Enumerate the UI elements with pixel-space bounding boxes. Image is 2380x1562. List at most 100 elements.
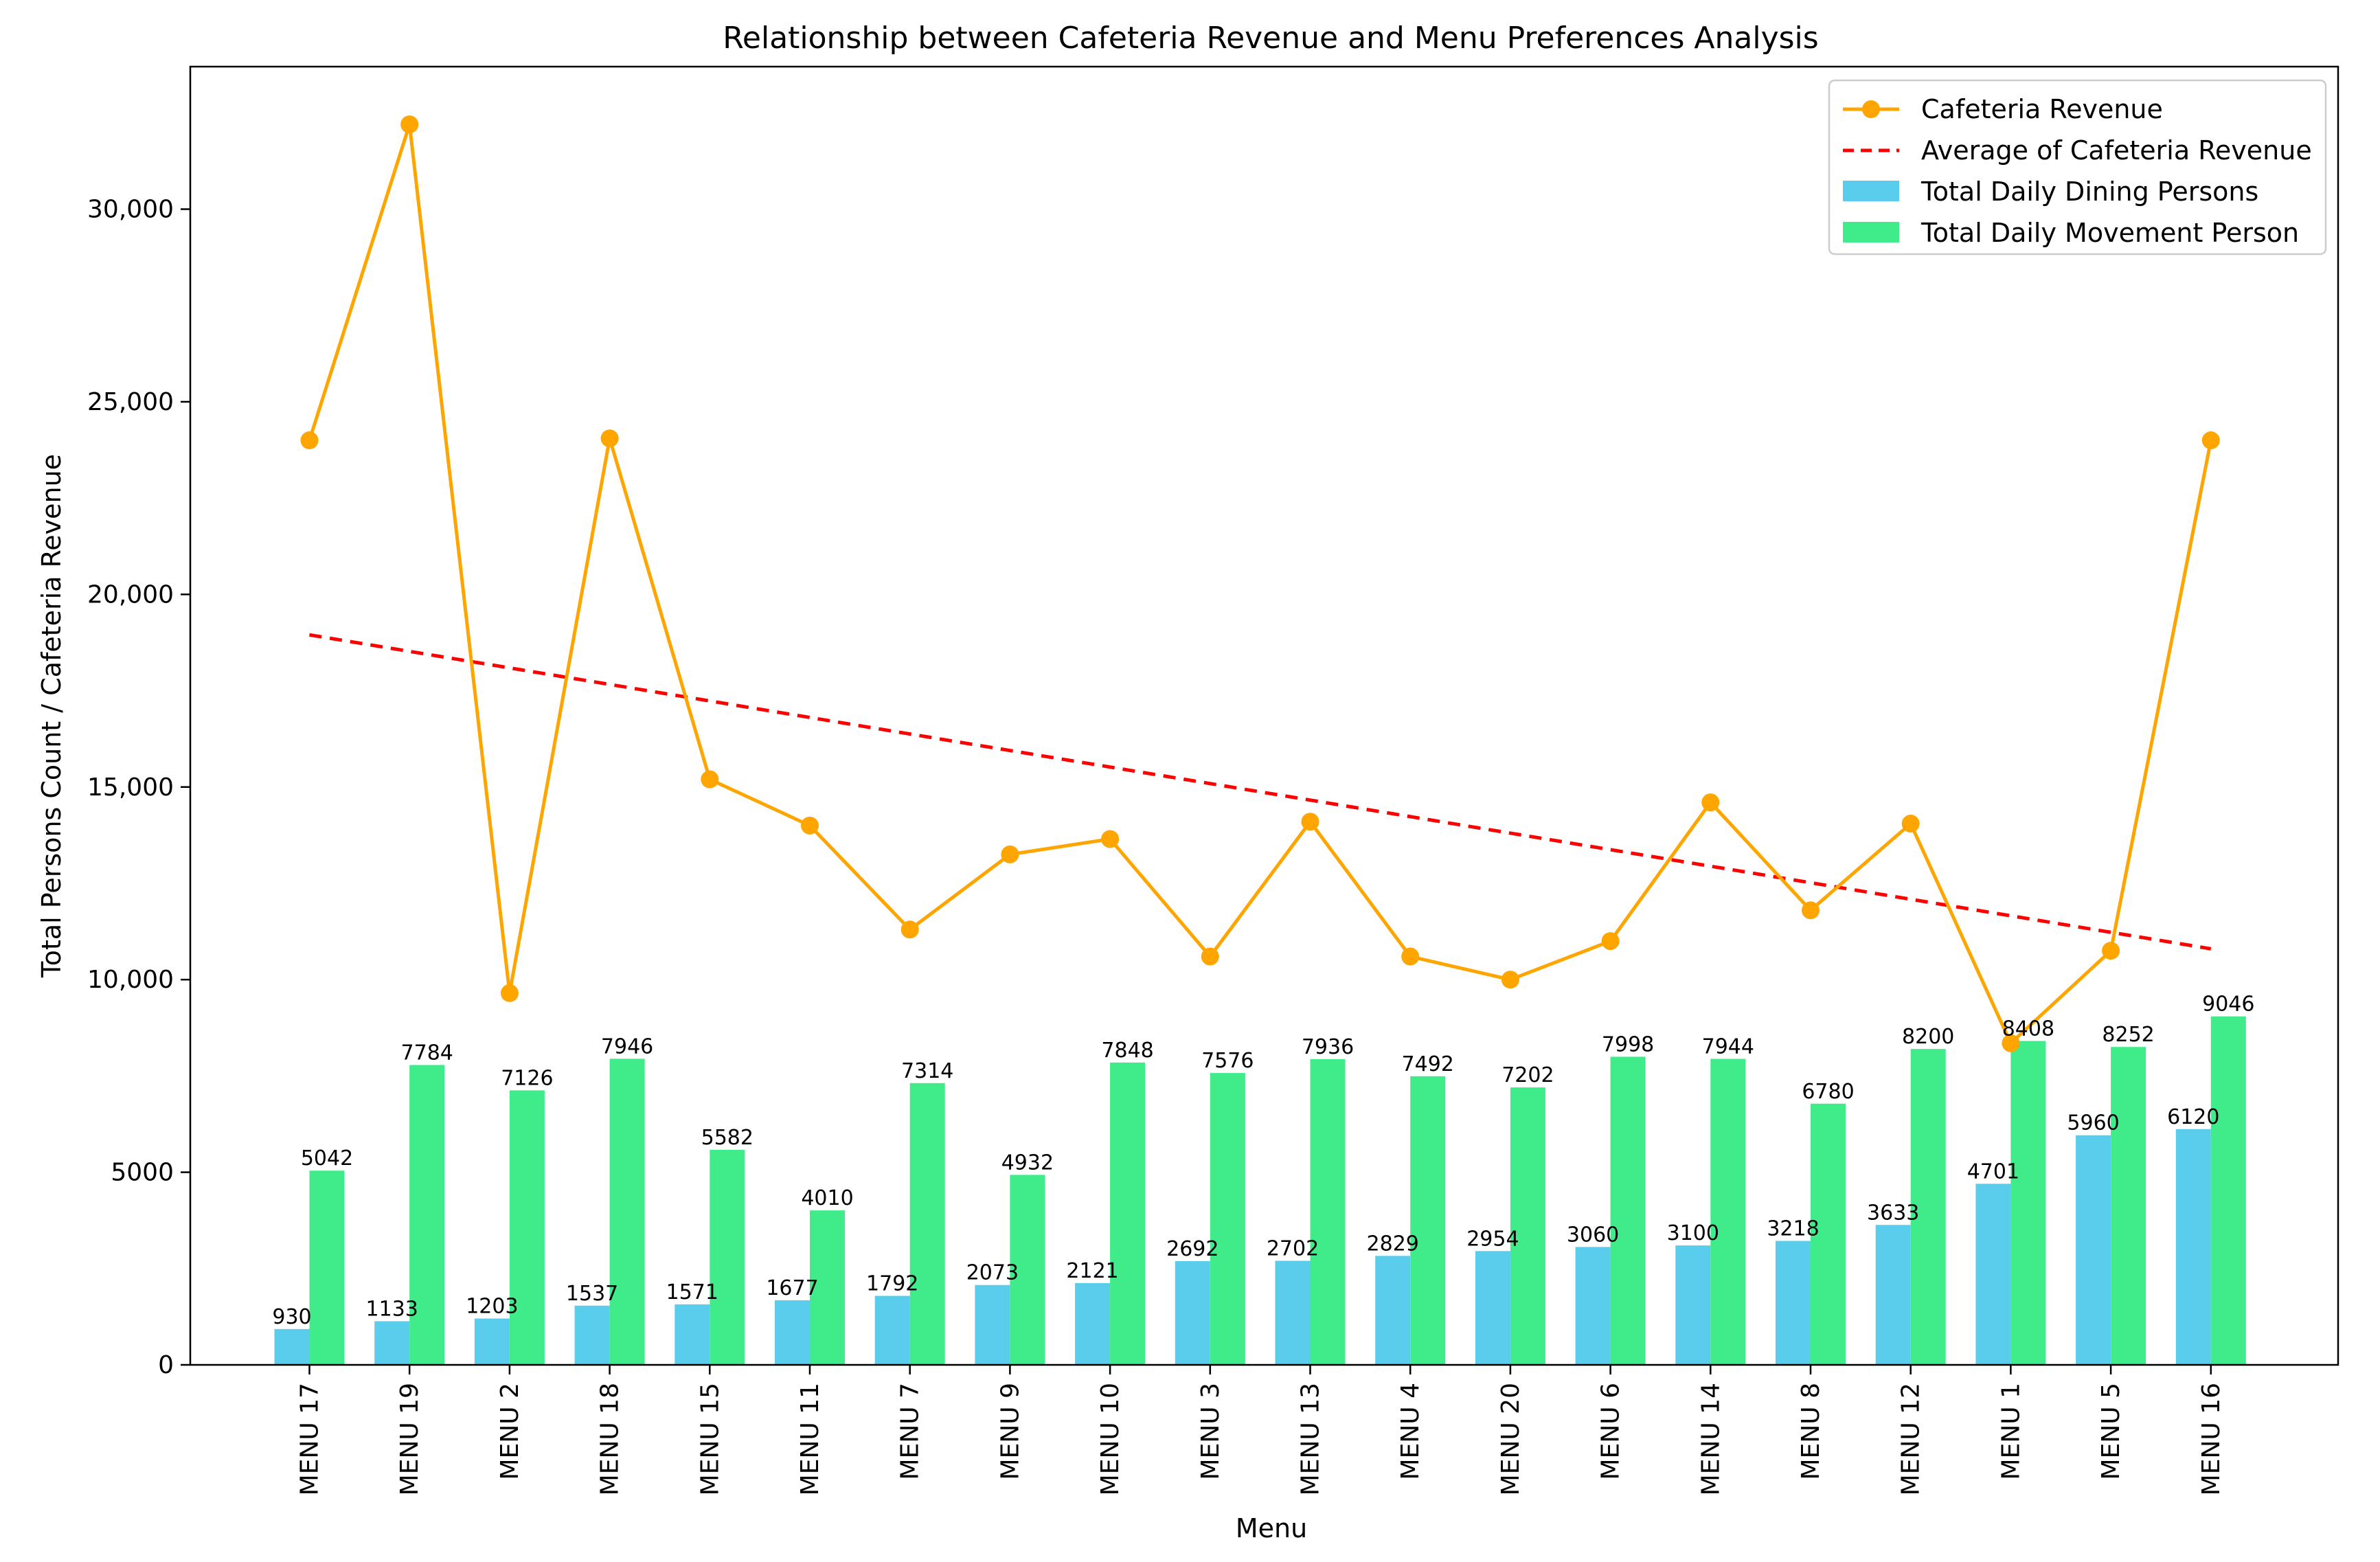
x-tick-label: MENU 16 bbox=[2197, 1383, 2225, 1495]
bar-value-label: 5042 bbox=[301, 1146, 353, 1170]
bar bbox=[2210, 1016, 2246, 1365]
bar-value-label: 3218 bbox=[1767, 1217, 1819, 1241]
x-tick-label: MENU 3 bbox=[1197, 1383, 1225, 1480]
bar-value-label: 6780 bbox=[1802, 1080, 1854, 1104]
bar bbox=[810, 1210, 845, 1365]
revenue-point bbox=[1701, 793, 1720, 812]
bar-value-label: 8408 bbox=[2002, 1017, 2054, 1041]
y-tick-label: 10,000 bbox=[87, 966, 174, 994]
legend-box bbox=[1828, 79, 2327, 256]
bar bbox=[2111, 1047, 2146, 1365]
x-tick-label: MENU 4 bbox=[1396, 1383, 1425, 1480]
revenue-point bbox=[801, 816, 819, 835]
bar-value-label: 8252 bbox=[2102, 1023, 2154, 1047]
bar-value-label: 2073 bbox=[966, 1261, 1019, 1285]
bar bbox=[2175, 1129, 2211, 1365]
bar-value-label: 9046 bbox=[2202, 993, 2254, 1017]
bar-value-label: 930 bbox=[272, 1305, 311, 1329]
bar-value-label: 1537 bbox=[566, 1282, 618, 1306]
x-tick-label: MENU 11 bbox=[796, 1383, 824, 1495]
bar bbox=[1510, 1087, 1545, 1365]
bar bbox=[1776, 1241, 1811, 1365]
bar bbox=[1710, 1059, 1746, 1365]
revenue-point bbox=[1501, 971, 1519, 989]
bar bbox=[710, 1149, 745, 1365]
bar-value-label: 1792 bbox=[866, 1271, 918, 1295]
bar-value-label: 8200 bbox=[1902, 1025, 1954, 1049]
bar-value-label: 6120 bbox=[2167, 1105, 2219, 1129]
revenue-point bbox=[1802, 901, 1820, 920]
bar bbox=[509, 1090, 545, 1365]
bar bbox=[1175, 1261, 1210, 1365]
bar bbox=[309, 1170, 345, 1365]
legend: Cafeteria Revenue Average of Cafeteria Re… bbox=[1828, 79, 2327, 256]
bar-value-label: 7998 bbox=[1602, 1032, 1654, 1056]
legend-marker-swatch bbox=[1862, 100, 1880, 118]
bar bbox=[1275, 1260, 1311, 1365]
x-tick-label: MENU 17 bbox=[296, 1383, 324, 1495]
x-tick-label: MENU 18 bbox=[596, 1383, 624, 1495]
x-tick-label: MENU 1 bbox=[1997, 1383, 2025, 1480]
bar bbox=[2076, 1135, 2111, 1365]
revenue-point bbox=[701, 770, 719, 789]
bar bbox=[1010, 1175, 1045, 1365]
bar-value-label: 1677 bbox=[766, 1276, 818, 1300]
bar-value-label: 5582 bbox=[701, 1126, 753, 1150]
bar bbox=[1875, 1225, 1911, 1365]
x-tick-label: MENU 15 bbox=[696, 1383, 724, 1495]
bar-value-label: 7126 bbox=[501, 1066, 553, 1090]
bars-layer bbox=[274, 1016, 2246, 1365]
revenue-point bbox=[300, 431, 319, 450]
revenue-point bbox=[600, 429, 619, 448]
x-tick-label: MENU 13 bbox=[1297, 1383, 1325, 1495]
revenue-point bbox=[900, 920, 919, 939]
bar-value-label: 7492 bbox=[1402, 1052, 1454, 1076]
bar-value-label: 7944 bbox=[1702, 1034, 1754, 1059]
legend-label: Cafeteria Revenue bbox=[1921, 94, 2163, 124]
bar-value-label: 7202 bbox=[1501, 1063, 1554, 1087]
bar bbox=[1375, 1256, 1411, 1365]
legend-label: Total Daily Dining Persons bbox=[1920, 177, 2258, 207]
x-tick-label: MENU 10 bbox=[1096, 1383, 1124, 1495]
y-tick-label: 0 bbox=[158, 1351, 174, 1379]
bar-value-label: 2829 bbox=[1367, 1232, 1419, 1256]
bar-value-label: 2954 bbox=[1466, 1227, 1519, 1251]
y-tick-label: 5000 bbox=[111, 1159, 174, 1187]
bar bbox=[574, 1305, 610, 1365]
revenue-point bbox=[2002, 1034, 2020, 1052]
bar bbox=[1610, 1056, 1646, 1365]
bar-value-label: 7848 bbox=[1101, 1039, 1153, 1063]
bar bbox=[874, 1295, 910, 1365]
bar bbox=[1310, 1059, 1346, 1365]
x-tick-label: MENU 12 bbox=[1897, 1383, 1925, 1495]
bar bbox=[1910, 1049, 1946, 1365]
bar-value-label: 4932 bbox=[1001, 1151, 1054, 1175]
bar bbox=[1811, 1103, 1846, 1365]
bar-value-label: 2121 bbox=[1066, 1259, 1118, 1283]
bar bbox=[1110, 1062, 1146, 1365]
revenue-point bbox=[2201, 431, 2220, 450]
bar bbox=[1075, 1283, 1111, 1365]
y-axis-title: Total Persons Count / Cafeteria Revenue bbox=[36, 454, 67, 978]
plot-frame bbox=[189, 65, 2339, 1366]
bar-value-label: 1571 bbox=[666, 1280, 718, 1304]
x-tick-label: MENU 19 bbox=[396, 1383, 424, 1495]
bar bbox=[1675, 1245, 1711, 1365]
bar-value-label: 1203 bbox=[466, 1295, 518, 1319]
bar bbox=[1410, 1076, 1446, 1365]
bar bbox=[975, 1284, 1010, 1365]
legend-label: Average of Cafeteria Revenue bbox=[1921, 135, 2312, 166]
x-tick-label: MENU 2 bbox=[496, 1383, 524, 1480]
legend-label: Total Daily Movement Person bbox=[1920, 218, 2299, 248]
revenue-point bbox=[1201, 947, 1219, 966]
y-tick-label: 30,000 bbox=[87, 196, 174, 224]
bar-value-label: 7314 bbox=[901, 1059, 953, 1083]
y-tick-label: 25,000 bbox=[87, 388, 174, 416]
revenue-point bbox=[1301, 813, 1319, 831]
bar-value-label: 7576 bbox=[1201, 1049, 1254, 1073]
chart-title: Relationship between Cafeteria Revenue a… bbox=[723, 21, 1818, 56]
bar-value-label: 1133 bbox=[366, 1297, 418, 1321]
revenue-point bbox=[1101, 830, 1120, 848]
revenue-point bbox=[1601, 932, 1620, 951]
